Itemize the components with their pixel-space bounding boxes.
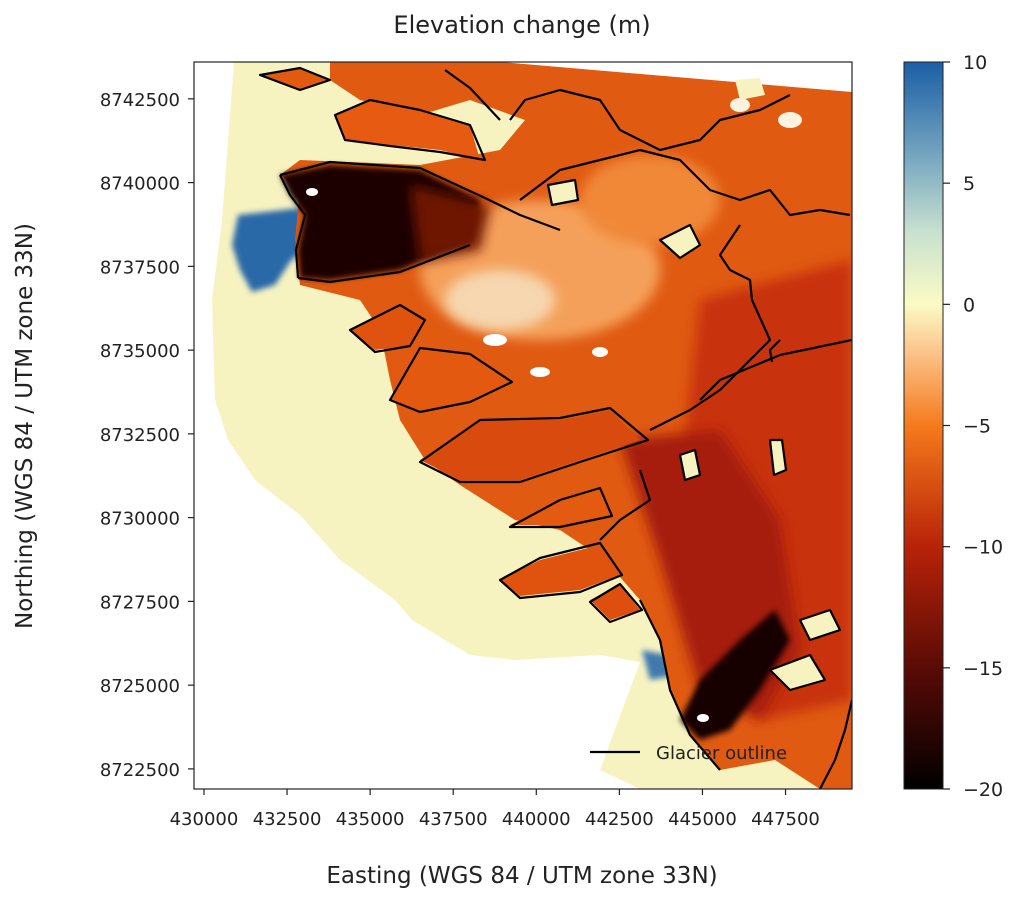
x-axis-ticks: 430000 432500 435000 437500 440000 442500 4450…: [170, 789, 820, 830]
y-axis-label: Northing (WGS 84 / UTM zone 33N): [12, 223, 38, 629]
x-tick-label: 432500: [253, 809, 322, 830]
y-tick-label: 8732500: [100, 425, 180, 446]
colorbar-tick-label: −10: [963, 537, 1003, 559]
raster-map: [194, 62, 852, 789]
legend-label: Glacier outline: [656, 743, 787, 764]
legend: Glacier outline: [590, 743, 787, 764]
colorbar-ticks: 10 5 0 −5 −10 −15 −20: [943, 52, 1003, 801]
y-tick-label: 8737500: [100, 257, 180, 278]
x-tick-label: 430000: [170, 809, 239, 830]
x-tick-label: 442500: [585, 809, 654, 830]
y-tick-label: 8740000: [100, 174, 180, 195]
southern-tongue: [680, 610, 790, 740]
colorbar-tick-label: 5: [963, 173, 975, 195]
glacier-outline-strokes: [258, 66, 852, 789]
positive-change-west: [232, 208, 312, 292]
y-tick-label: 8742500: [100, 90, 180, 111]
colorbar-tick-label: −20: [963, 779, 1003, 801]
colorbar-tick-label: −15: [963, 658, 1003, 680]
colorbar-tick-label: 10: [963, 52, 987, 74]
y-tick-label: 8730000: [100, 509, 180, 530]
y-tick-label: 8727500: [100, 592, 180, 613]
x-tick-label: 445000: [668, 809, 737, 830]
x-axis-label: Easting (WGS 84 / UTM zone 33N): [326, 863, 717, 889]
y-tick-label: 8725000: [100, 676, 180, 697]
colorbar-tick-label: 0: [963, 294, 975, 316]
colorbar: [904, 62, 943, 789]
colorbar-tick-label: −5: [963, 416, 991, 438]
x-tick-label: 440000: [502, 809, 571, 830]
plot-frame: [193, 61, 853, 790]
x-tick-label: 435000: [336, 809, 405, 830]
x-tick-label: 437500: [419, 809, 488, 830]
y-tick-label: 8735000: [100, 341, 180, 362]
y-axis-ticks: 8722500 8725000 8727500 8730000 8732500 87350…: [100, 90, 194, 781]
chart-title: Elevation change (m): [393, 11, 650, 39]
y-tick-label: 8722500: [100, 760, 180, 781]
x-tick-label: 447500: [751, 809, 820, 830]
